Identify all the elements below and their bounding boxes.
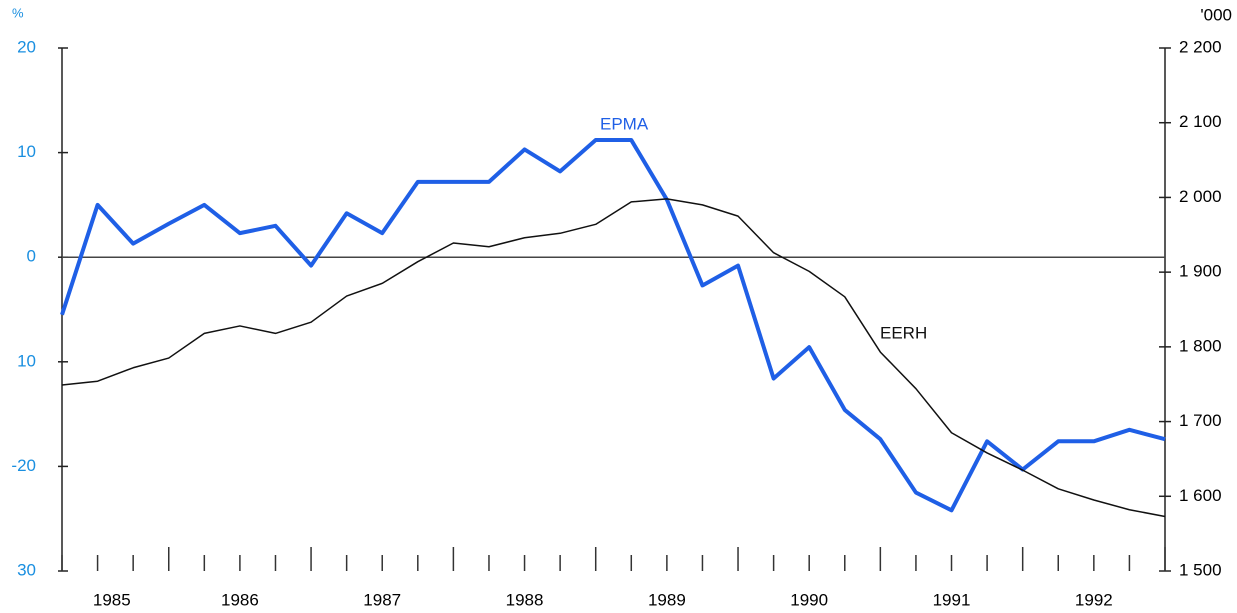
y-tick-label: 0 (27, 247, 36, 266)
series-line (60, 138, 1166, 513)
x-tick-label: 1987 (363, 590, 401, 609)
y-tick-label: 20 (17, 37, 36, 56)
series-annotation: EPMA (600, 114, 649, 133)
y2-tick-label: 1 600 (1179, 486, 1222, 505)
y-tick-label: 10 (17, 351, 36, 370)
y2-tick-label: 1 500 (1179, 560, 1222, 579)
y2-tick-label: 1 700 (1179, 411, 1222, 430)
y2-unit: '000 (1200, 5, 1232, 24)
x-tick-label: 1989 (648, 590, 686, 609)
y-tick-label: 10 (17, 142, 36, 161)
y2-tick-label: 1 800 (1179, 336, 1222, 355)
x-tick-label: 1990 (790, 590, 828, 609)
y-unit: % (12, 5, 24, 20)
x-tick-label: 1991 (933, 590, 971, 609)
y2-tick-label: 2 000 (1179, 187, 1222, 206)
y-tick-label: -20 (11, 456, 36, 475)
x-tick-label: 1985 (93, 590, 131, 609)
series-annotation: EERH (880, 323, 927, 342)
x-tick-label: 1992 (1075, 590, 1113, 609)
y2-tick-label: 1 900 (1179, 262, 1222, 281)
y2-tick-label: 2 200 (1179, 37, 1222, 56)
x-tick-label: 1986 (221, 590, 259, 609)
series-line (61, 198, 1166, 518)
y2-tick-label: 2 100 (1179, 112, 1222, 131)
x-tick-label: 1988 (506, 590, 544, 609)
y-tick-label: 30 (17, 560, 36, 579)
